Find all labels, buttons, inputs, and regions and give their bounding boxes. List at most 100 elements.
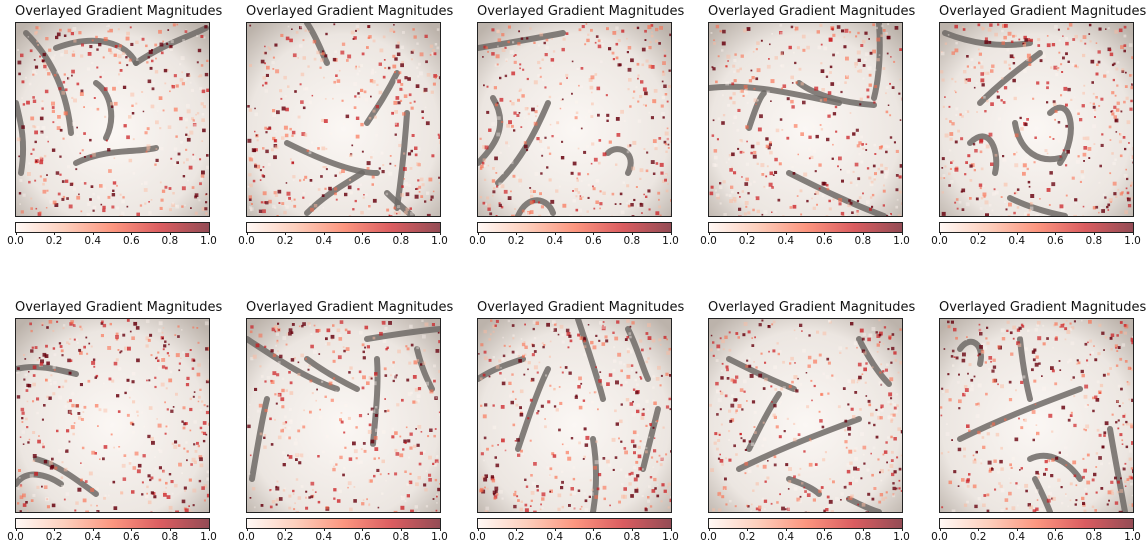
gradient-speckle xyxy=(958,373,960,376)
gradient-speckle xyxy=(774,388,778,391)
gradient-speckle xyxy=(335,390,338,393)
gradient-speckle xyxy=(491,28,495,32)
gradient-speckle xyxy=(996,95,1000,99)
gradient-speckle xyxy=(779,31,783,35)
gradient-speckle xyxy=(412,28,415,31)
gradient-speckle xyxy=(887,35,891,40)
gradient-speckle xyxy=(856,346,858,349)
gradient-speckle xyxy=(629,325,632,328)
gradient-speckle xyxy=(342,346,345,348)
gradient-speckle xyxy=(719,30,722,33)
gradient-speckle xyxy=(590,340,594,345)
gradient-speckle xyxy=(45,135,48,139)
gradient-speckle xyxy=(746,359,749,362)
gradient-speckle xyxy=(507,25,511,29)
gradient-speckle xyxy=(68,342,71,345)
gradient-speckle xyxy=(1050,474,1054,478)
gradient-speckle xyxy=(843,214,848,216)
gradient-speckle xyxy=(1113,62,1116,65)
gradient-speckle xyxy=(838,198,843,202)
gradient-speckle xyxy=(1107,372,1110,376)
gradient-speckle xyxy=(564,366,568,369)
gradient-speckle xyxy=(594,460,599,465)
gradient-speckle xyxy=(189,81,192,84)
gradient-speckle xyxy=(149,478,152,482)
gradient-speckle xyxy=(205,433,208,436)
gradient-speckle xyxy=(428,177,433,182)
gradient-speckle xyxy=(307,65,310,68)
gradient-speckle xyxy=(286,191,291,196)
gradient-speckle xyxy=(516,176,519,179)
gradient-speckle xyxy=(879,469,884,474)
worm-shape xyxy=(515,197,556,216)
gradient-speckle xyxy=(158,466,162,470)
gradient-speckle xyxy=(807,364,811,368)
gradient-speckle xyxy=(439,412,440,417)
gradient-speckle xyxy=(606,382,610,386)
gradient-speckle xyxy=(660,104,664,108)
gradient-speckle xyxy=(944,165,947,168)
gradient-speckle xyxy=(277,189,282,194)
gradient-speckle xyxy=(978,404,981,407)
gradient-speckle xyxy=(308,496,311,499)
gradient-speckle xyxy=(1020,380,1024,384)
gradient-speckle xyxy=(355,426,358,429)
gradient-speckle xyxy=(280,397,285,402)
gradient-speckle xyxy=(1000,196,1003,198)
gradient-speckle xyxy=(495,54,500,59)
gradient-speckle xyxy=(28,180,31,184)
gradient-speckle xyxy=(1098,390,1102,394)
gradient-speckle xyxy=(995,432,1000,437)
colorbar-ticks: 0.0 0.2 0.4 0.6 0.8 1.0 xyxy=(931,528,1141,546)
gradient-speckle xyxy=(27,36,30,38)
gradient-speckle xyxy=(726,377,730,380)
gradient-speckle xyxy=(944,96,946,98)
gradient-speckle xyxy=(117,80,122,84)
gradient-speckle xyxy=(103,496,106,500)
gradient-speckle xyxy=(433,434,436,438)
gradient-speckle xyxy=(496,185,499,188)
gradient-speckle xyxy=(43,62,47,66)
gradient-speckle xyxy=(1006,329,1009,332)
gradient-speckle xyxy=(349,153,353,157)
gradient-speckle xyxy=(433,52,437,56)
gradient-speckle xyxy=(368,423,372,427)
gradient-speckle xyxy=(32,365,37,370)
colorbar-tick-mark xyxy=(862,528,864,531)
gradient-speckle xyxy=(890,397,893,400)
gradient-speckle xyxy=(70,320,74,324)
gradient-speckle xyxy=(886,214,889,216)
gradient-speckle xyxy=(741,150,744,153)
gradient-speckle xyxy=(181,205,184,208)
gradient-speckle xyxy=(753,426,756,428)
gradient-speckle xyxy=(801,482,804,485)
gradient-speckle xyxy=(501,358,505,362)
gradient-speckle xyxy=(725,365,729,369)
gradient-speckle xyxy=(509,50,514,55)
gradient-speckle xyxy=(372,80,376,84)
colorbar-ticks: 0.0 0.2 0.4 0.6 0.8 1.0 xyxy=(931,232,1141,250)
worm-shape xyxy=(304,23,330,66)
gradient-speckle xyxy=(300,25,304,29)
gradient-speckle xyxy=(512,337,515,340)
gradient-speckle xyxy=(524,345,528,349)
gradient-speckle xyxy=(602,191,606,195)
gradient-speckle xyxy=(1095,205,1099,209)
gradient-speckle xyxy=(814,463,818,466)
gradient-speckle xyxy=(1016,86,1021,91)
gradient-speckle xyxy=(495,215,498,216)
gradient-speckle xyxy=(184,30,188,33)
gradient-speckle xyxy=(836,81,841,85)
gradient-speckle xyxy=(581,25,585,29)
gradient-speckle xyxy=(972,143,976,146)
gradient-speckle xyxy=(371,175,375,179)
gradient-speckle xyxy=(758,323,762,327)
gradient-speckle xyxy=(67,77,70,80)
gradient-speckle xyxy=(661,483,665,487)
gradient-speckle xyxy=(375,105,379,109)
gradient-speckle xyxy=(324,166,327,169)
gradient-speckle xyxy=(568,371,572,375)
gradient-speckle xyxy=(1088,157,1091,159)
gradient-speckle xyxy=(988,132,993,137)
gradient-speckle xyxy=(663,489,667,493)
